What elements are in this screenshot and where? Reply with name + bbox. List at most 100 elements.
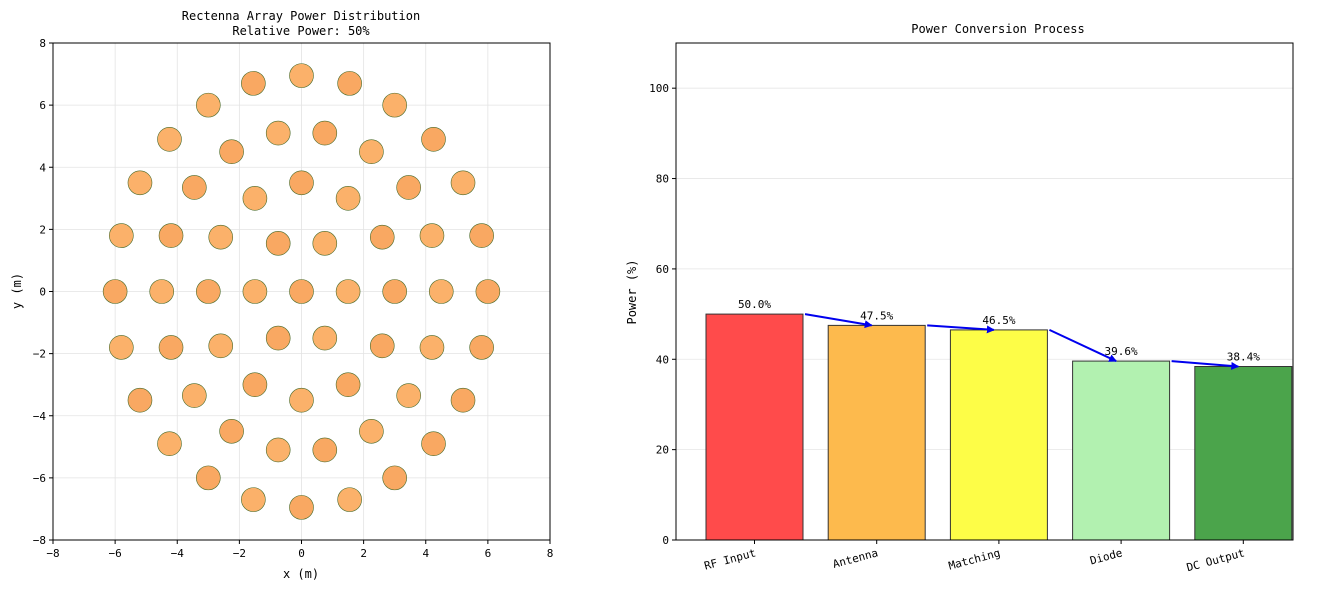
- stage-transition-arrow: [1048, 328, 1118, 362]
- rectenna-element-point: [469, 223, 494, 248]
- rectenna-element-point: [109, 223, 134, 248]
- rectenna-element-point: [382, 92, 407, 118]
- rectenna-element-point: [196, 279, 221, 304]
- scatter-y-tick-label: −8: [33, 534, 46, 547]
- rectenna-element-point: [102, 279, 128, 304]
- scatter-x-ticks: −8 −6 −4 −2 0 2 4 6 8: [46, 540, 553, 560]
- rectenna-element-point: [428, 279, 454, 304]
- rectenna-element-point: [265, 325, 291, 351]
- bar-y-tick-label: 100: [649, 82, 669, 95]
- bar-y-tick-label: 80: [656, 173, 669, 186]
- rectenna-element-point: [312, 437, 338, 463]
- rectenna-element-point: [196, 92, 221, 118]
- rectenna-element-point: [265, 120, 291, 146]
- scatter-y-tick-label: 6: [39, 99, 46, 112]
- rectenna-element-point: [359, 418, 384, 444]
- bar-value-label: 50.0%: [738, 298, 771, 311]
- rectenna-element-point: [241, 487, 266, 512]
- rectenna-element-point: [157, 126, 182, 152]
- bar-y-tick-label: 60: [656, 263, 669, 276]
- bar-bars: [705, 313, 1293, 541]
- rectenna-element-point: [450, 387, 476, 413]
- rectenna-element-point: [208, 224, 234, 250]
- rectenna-element-point: [419, 223, 445, 248]
- bar-antenna: [827, 324, 926, 541]
- scatter-x-tick-label: −8: [46, 547, 59, 560]
- bar-plot-frame: [675, 42, 1294, 541]
- bar-chart: 50.0% 47.5% 46.5% 39.6% 38.4% 0 20 40 60 80 100 R…: [625, 22, 1294, 574]
- bar-x-tick-label: Matching: [947, 546, 1002, 572]
- rectenna-element-point: [312, 120, 338, 146]
- scatter-x-tick-label: −4: [171, 547, 185, 560]
- rectenna-element-point: [289, 63, 314, 88]
- rectenna-element-point: [241, 71, 266, 96]
- bar-value-label: 46.5%: [982, 314, 1015, 327]
- bar-value-labels: 50.0% 47.5% 46.5% 39.6% 38.4%: [738, 298, 1260, 363]
- rectenna-element-point: [312, 231, 338, 256]
- rectenna-element-point: [335, 186, 361, 211]
- rectenna-element-point: [127, 387, 153, 413]
- rectenna-element-point: [382, 465, 407, 491]
- stage-transition-arrow: [1171, 360, 1240, 370]
- bar-x-tick-label: Antenna: [831, 546, 879, 571]
- stage-transition-arrow: [804, 313, 873, 329]
- bar-y-axis-label: Power (%): [625, 259, 639, 324]
- rectenna-element-point: [182, 175, 207, 200]
- rectenna-element-point: [382, 279, 407, 304]
- scatter-y-ticks: −8 −6 −4 −2 0 2 4 6 8: [33, 37, 53, 547]
- rectenna-element-point: [369, 224, 395, 250]
- rectenna-element-point: [127, 170, 153, 196]
- rectenna-element-point: [289, 279, 314, 304]
- rectenna-element-point: [312, 325, 338, 351]
- bar-value-label: 39.6%: [1105, 345, 1138, 358]
- bar-value-label: 38.4%: [1227, 351, 1260, 364]
- bar-x-tick-label: RF Input: [703, 546, 758, 572]
- rectenna-element-point: [369, 333, 395, 359]
- bar-y-ticks: 0 20 40 60 80 100: [649, 82, 676, 547]
- rectenna-element-point: [335, 279, 361, 304]
- rectenna-element-point: [208, 333, 234, 359]
- bar-x-tick-label: Diode: [1089, 546, 1124, 567]
- rectenna-element-point: [359, 139, 384, 165]
- stage-transition-arrow: [927, 324, 995, 334]
- scatter-title: Rectenna Array Power Distribution: [182, 9, 420, 23]
- scatter-y-tick-label: −2: [33, 348, 46, 361]
- scatter-x-tick-label: 2: [360, 547, 367, 560]
- scatter-x-tick-label: 4: [422, 547, 429, 560]
- scatter-y-axis-label: y (m): [10, 273, 24, 309]
- bar-y-tick-label: 0: [662, 534, 669, 547]
- rectenna-element-point: [337, 487, 362, 512]
- bar-x-tick-label: DC Output: [1185, 546, 1246, 574]
- scatter-x-tick-label: −2: [233, 547, 246, 560]
- rectenna-element-point: [242, 372, 268, 397]
- rectenna-element-point: [396, 383, 421, 408]
- rectenna-element-point: [265, 437, 291, 463]
- rectenna-element-point: [475, 279, 501, 304]
- rectenna-element-point: [149, 279, 175, 304]
- bar-arrows: [804, 313, 1240, 370]
- rectenna-element-point: [242, 186, 268, 211]
- rectenna-element-point: [289, 170, 314, 196]
- bar-title: Power Conversion Process: [911, 22, 1084, 36]
- scatter-chart: −8 −6 −4 −2 0 2 4 6 8 −8 −6 −4 −2 0 2 4 6 8 Rectenna Arr…: [10, 9, 553, 581]
- rectenna-element-point: [158, 335, 184, 360]
- rectenna-element-point: [335, 372, 361, 397]
- bar-y-tick-label: 20: [656, 444, 669, 457]
- rectenna-element-point: [219, 418, 244, 444]
- bar-rf-input: [705, 313, 804, 541]
- bar-value-label: 47.5%: [860, 309, 893, 322]
- scatter-y-tick-label: 2: [39, 223, 46, 236]
- bar-x-ticks: RF Input Antenna Matching Diode DC Output: [703, 540, 1246, 574]
- rectenna-element-point: [219, 139, 244, 165]
- scatter-y-tick-label: 0: [39, 286, 46, 299]
- rectenna-element-point: [157, 431, 182, 457]
- rectenna-element-point: [196, 465, 221, 491]
- scatter-x-tick-label: 0: [298, 547, 305, 560]
- bar-y-tick-label: 40: [656, 353, 669, 366]
- rectenna-element-point: [419, 335, 445, 360]
- scatter-x-axis-label: x (m): [283, 567, 319, 581]
- rectenna-element-point: [450, 170, 476, 196]
- scatter-subtitle: Relative Power: 50%: [232, 24, 370, 38]
- scatter-x-tick-label: 6: [485, 547, 492, 560]
